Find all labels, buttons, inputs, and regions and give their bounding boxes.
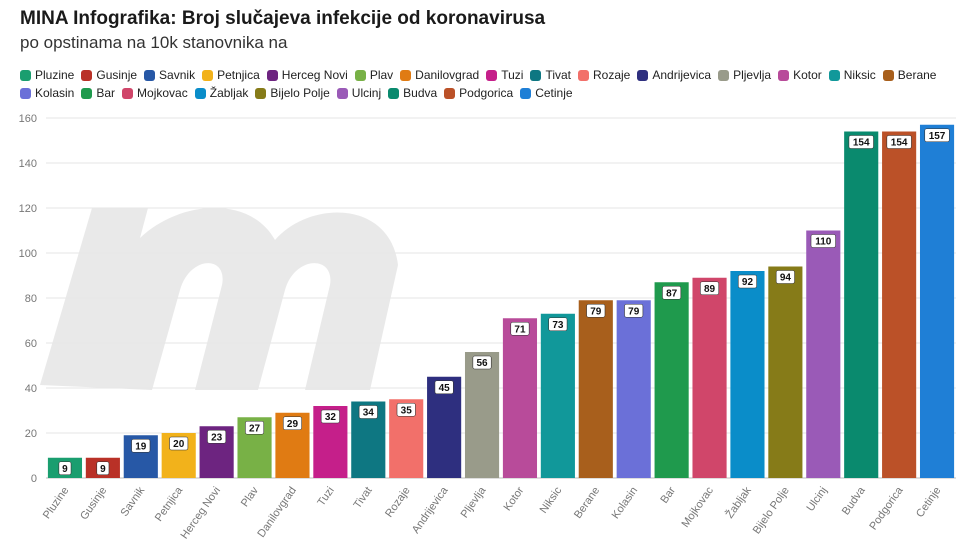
x-tick-label: Podgorica (867, 484, 906, 532)
data-label-text: 56 (476, 358, 488, 369)
x-tick-label: Herceg Novi (179, 485, 224, 541)
x-tick-label: Bijelo Polje (751, 485, 792, 536)
data-label: 79 (625, 304, 643, 317)
data-label: 20 (170, 437, 188, 450)
y-tick-label: 140 (19, 158, 37, 170)
data-label-text: 9 (100, 464, 106, 475)
data-label: 157 (925, 129, 950, 142)
data-label: 19 (132, 439, 150, 452)
x-tick-label: Plav (239, 484, 261, 509)
bar[interactable] (692, 278, 726, 478)
y-tick-label: 80 (25, 293, 37, 305)
x-tick-label: Žabljak (723, 484, 754, 521)
x-tick-label: Ulcinj (804, 485, 829, 514)
data-label: 45 (435, 381, 453, 394)
data-label: 32 (321, 410, 339, 423)
x-tick-label: Pljevlja (459, 484, 489, 520)
x-tick-label: Kotor (502, 485, 527, 514)
x-tick-label: Budva (840, 484, 868, 517)
data-label: 94 (776, 271, 794, 284)
data-label-text: 9 (62, 464, 68, 475)
data-label: 9 (59, 462, 71, 475)
data-label-text: 34 (363, 408, 375, 419)
bar[interactable] (844, 132, 878, 479)
data-label-text: 154 (853, 138, 870, 149)
x-tick-label: Tivat (351, 485, 374, 511)
data-label: 79 (587, 304, 605, 317)
bar[interactable] (617, 300, 651, 478)
data-label-text: 89 (704, 284, 716, 295)
x-tick-label: Petnjica (153, 484, 186, 524)
data-label-text: 79 (628, 306, 640, 317)
y-tick-label: 100 (19, 248, 37, 260)
data-label: 92 (738, 275, 756, 288)
bar[interactable] (503, 318, 537, 478)
bar-chart: 9 9 19 20 23 27 29 32 34 35 45 56 71 73 79 79 87 89 92 94 11… (0, 0, 978, 542)
data-label-text: 27 (249, 423, 261, 434)
x-tick-label: Berane (572, 485, 602, 521)
bar[interactable] (579, 300, 613, 478)
data-label-text: 19 (135, 441, 147, 452)
x-tick-label: Danilovgrad (255, 485, 299, 540)
bar[interactable] (882, 132, 916, 479)
x-tick-label: Niksic (538, 484, 565, 515)
data-label-text: 45 (439, 383, 451, 394)
data-label-text: 71 (514, 324, 526, 335)
data-label-text: 29 (287, 419, 299, 430)
data-label-text: 73 (552, 320, 564, 331)
data-label: 73 (549, 318, 567, 331)
y-tick-label: 60 (25, 338, 37, 350)
data-label: 154 (849, 136, 874, 149)
data-label-text: 32 (325, 412, 337, 423)
data-label-text: 35 (401, 405, 413, 416)
bar[interactable] (806, 231, 840, 479)
x-tick-label: Pluzine (41, 485, 72, 521)
data-label: 71 (511, 322, 529, 335)
bar[interactable] (655, 282, 689, 478)
y-tick-label: 20 (25, 428, 37, 440)
data-label: 110 (811, 235, 836, 248)
x-tick-label: Andrijevica (410, 484, 451, 536)
data-label-text: 110 (815, 237, 832, 248)
data-label: 9 (97, 462, 109, 475)
x-tick-label: Mojkovac (680, 484, 717, 529)
bar[interactable] (541, 314, 575, 478)
x-tick-label: Rozaje (383, 485, 412, 520)
data-label-text: 157 (929, 131, 946, 142)
x-tick-label: Tuzi (315, 485, 337, 509)
bar[interactable] (730, 271, 764, 478)
x-tick-label: Kolasin (610, 485, 641, 521)
bar[interactable] (768, 267, 802, 479)
data-label: 23 (207, 430, 225, 443)
data-label-text: 92 (742, 277, 754, 288)
y-tick-label: 40 (25, 383, 37, 395)
data-label-text: 20 (173, 439, 185, 450)
y-tick-label: 0 (31, 473, 37, 485)
data-label: 56 (473, 356, 491, 369)
data-label: 154 (887, 136, 912, 149)
data-label-text: 23 (211, 432, 223, 443)
data-label-text: 94 (780, 273, 792, 284)
data-label: 29 (283, 417, 301, 430)
x-tick-label: Cetinje (914, 485, 943, 520)
x-tick-label: Bar (658, 485, 678, 506)
data-label: 87 (662, 286, 680, 299)
x-tick-label: Savnik (118, 484, 147, 518)
bar[interactable] (920, 125, 954, 478)
data-label: 34 (359, 406, 377, 419)
y-tick-label: 160 (19, 113, 37, 125)
data-label: 89 (700, 282, 718, 295)
x-tick-label: Gusinje (78, 485, 109, 522)
data-label: 27 (245, 421, 263, 434)
data-label: 35 (397, 403, 415, 416)
data-label-text: 79 (590, 306, 602, 317)
y-tick-label: 120 (19, 203, 37, 215)
watermark-logo (40, 208, 398, 390)
data-label-text: 87 (666, 288, 678, 299)
bar[interactable] (465, 352, 499, 478)
data-label-text: 154 (891, 138, 908, 149)
